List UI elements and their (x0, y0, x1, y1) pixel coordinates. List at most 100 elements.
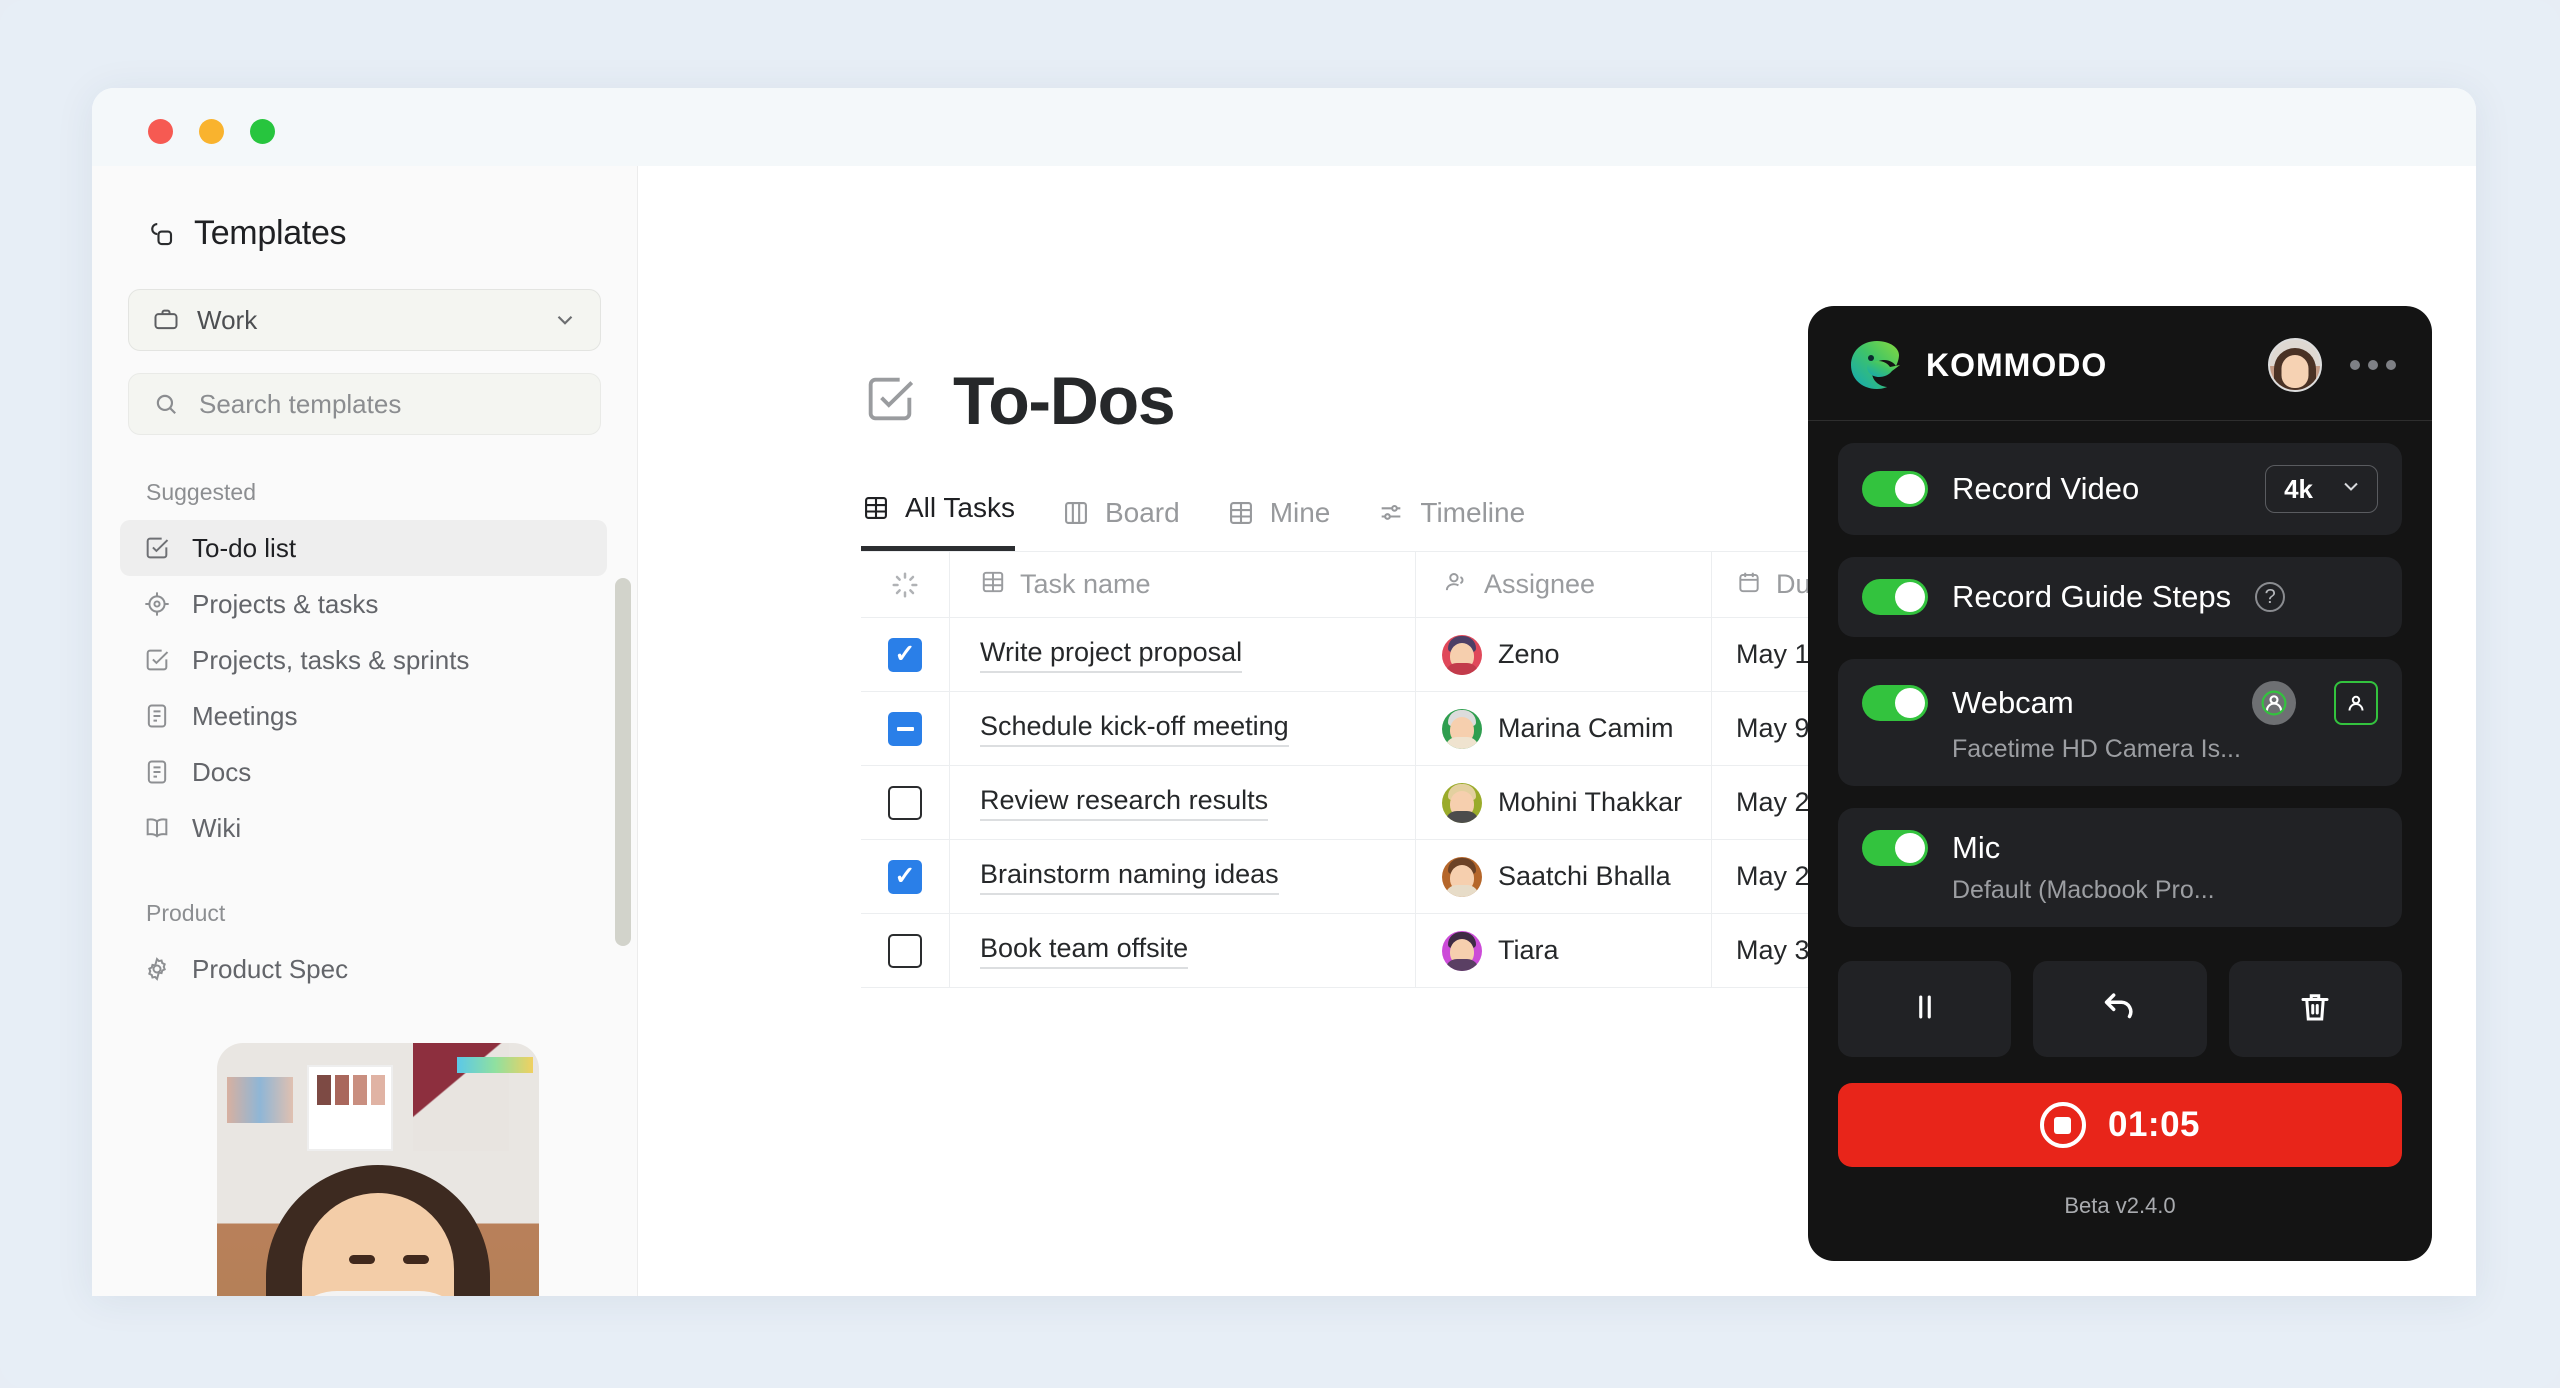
sidebar-item-product-spec[interactable]: Product Spec (120, 941, 607, 997)
table-row[interactable]: ✓ Write project proposal Zeno May 15, 20… (861, 618, 1957, 692)
tab-timeline[interactable]: Timeline (1376, 497, 1525, 551)
delete-button[interactable] (2228, 961, 2402, 1057)
user-avatar[interactable] (2268, 338, 2322, 392)
briefcase-icon (151, 305, 181, 335)
row-checkbox-cell[interactable] (861, 785, 949, 820)
close-window-button[interactable] (148, 119, 173, 144)
task-name: Schedule kick-off meeting (980, 711, 1289, 747)
task-name-cell[interactable]: Review research results (949, 766, 1415, 839)
gear-icon (142, 954, 172, 984)
page-header: To-Dos (639, 166, 2476, 440)
checkbox-check-icon (142, 645, 172, 675)
document-icon (142, 757, 172, 787)
video-quality-select[interactable]: 4k (2265, 465, 2378, 513)
avatar (1442, 708, 1482, 749)
tab-label: Mine (1269, 497, 1331, 528)
avatar (1442, 930, 1482, 971)
templates-copy-icon (146, 219, 176, 249)
sidebar-item-projects-tasks[interactable]: Projects & tasks (120, 576, 607, 632)
question-mark-icon[interactable]: ? (2255, 582, 2286, 612)
row-checkbox-cell[interactable] (861, 933, 949, 968)
task-checkbox[interactable]: ✓ (888, 637, 922, 672)
header-divider (1808, 420, 2432, 421)
circle-webcam-shape-icon[interactable] (2252, 681, 2296, 725)
sidebar-item-docs[interactable]: Docs (120, 744, 607, 800)
assignee-name: Marina Camim (1498, 713, 1674, 743)
task-checkbox[interactable] (888, 711, 922, 746)
columns-icon (1061, 498, 1091, 528)
task-name: Review research results (980, 785, 1269, 821)
tab-all-tasks[interactable]: All Tasks (861, 492, 1015, 551)
tab-board[interactable]: Board (1061, 497, 1180, 551)
row-checkbox-cell[interactable] (861, 711, 949, 746)
table-row[interactable]: ✓ Brainstorm naming ideas Saatchi Bhalla… (861, 840, 1957, 914)
assignee-cell[interactable]: Mohini Thakkar (1415, 766, 1711, 839)
person-icon (1442, 569, 1468, 600)
workspace-label: Work (197, 304, 258, 335)
grid-icon (861, 493, 891, 523)
mic-device-name: Default (Macbook Pro... (1952, 876, 2215, 904)
page-title: Templates (194, 214, 347, 252)
record-guide-steps-toggle[interactable] (1862, 579, 1928, 615)
assignee-cell[interactable]: Marina Camim (1415, 692, 1711, 765)
column-header-task-name[interactable]: Task name (949, 552, 1415, 617)
row-checkbox-cell[interactable]: ✓ (861, 859, 949, 894)
minimize-window-button[interactable] (199, 119, 224, 144)
stop-record-icon (2039, 1102, 2086, 1148)
mic-toggle[interactable] (1862, 830, 1928, 866)
task-name-cell[interactable]: Schedule kick-off meeting (949, 692, 1415, 765)
grid-icon (1226, 498, 1256, 528)
checkbox-check-icon (142, 533, 172, 563)
sidebar-item-label: Wiki (192, 812, 242, 843)
chevron-down-icon[interactable] (550, 305, 580, 335)
undo-arrow-icon (2101, 988, 2139, 1031)
stop-recording-button[interactable]: 01:05 (1838, 1083, 2402, 1167)
more-horizontal-icon[interactable] (2350, 360, 2396, 370)
record-video-toggle[interactable] (1862, 471, 1928, 507)
search-input[interactable] (199, 388, 578, 420)
table-row[interactable]: Schedule kick-off meeting Marina Camim M… (861, 692, 1957, 766)
avatar (1442, 782, 1482, 823)
traffic-lights (148, 119, 275, 144)
restart-button[interactable] (2033, 961, 2207, 1057)
avatar (1442, 634, 1482, 675)
task-checkbox[interactable] (888, 933, 922, 968)
sidebar-section-label-product: Product (146, 900, 226, 926)
avatar (1442, 856, 1482, 897)
tab-mine[interactable]: Mine (1226, 497, 1331, 551)
task-name-cell[interactable]: Book team offsite (949, 914, 1415, 987)
kommodo-brand-label: KOMMODO (1926, 346, 2108, 383)
task-checkbox[interactable] (888, 785, 922, 820)
main-page-title: To-Dos (953, 363, 1176, 439)
pause-button[interactable] (1838, 961, 2012, 1057)
task-name: Brainstorm naming ideas (980, 859, 1279, 895)
webcam-toggle[interactable] (1862, 685, 1928, 721)
webcam-overlay-preview[interactable] (217, 1043, 539, 1296)
square-webcam-shape-icon[interactable] (2334, 681, 2378, 725)
kommodo-header: KOMMODO (1808, 306, 2432, 392)
task-name-cell[interactable]: Write project proposal (949, 618, 1415, 691)
table-row[interactable]: Book team offsite Tiara May 31, 2023 (861, 914, 1957, 988)
assignee-cell[interactable]: Saatchi Bhalla (1415, 840, 1711, 913)
window-titlebar (92, 88, 2476, 166)
sidebar-item-projects-tasks-sprints[interactable]: Projects, tasks & sprints (120, 632, 607, 688)
task-name-cell[interactable]: Brainstorm naming ideas (949, 840, 1415, 913)
search-templates-box[interactable] (128, 373, 601, 435)
zoom-window-button[interactable] (250, 119, 275, 144)
sidebar-item-meetings[interactable]: Meetings (120, 688, 607, 744)
table-row[interactable]: Review research results Mohini Thakkar M… (861, 766, 1957, 840)
workspace-selector[interactable]: Work (128, 289, 601, 351)
sidebar-item-wiki[interactable]: Wiki (120, 800, 607, 856)
sidebar-scrollbar-thumb[interactable] (615, 578, 631, 946)
sidebar-item-to-do-list[interactable]: To-do list (120, 520, 607, 576)
task-checkbox[interactable]: ✓ (888, 859, 922, 894)
assignee-cell[interactable]: Tiara (1415, 914, 1711, 987)
tab-label: All Tasks (905, 492, 1015, 523)
video-quality-value: 4k (2284, 473, 2313, 504)
kommodo-recorder-panel: KOMMODO Record Video 4k (1808, 306, 2432, 1261)
assignee-name: Saatchi Bhalla (1498, 861, 1671, 891)
row-checkbox-cell[interactable]: ✓ (861, 637, 949, 672)
column-header-assignee[interactable]: Assignee (1415, 552, 1711, 617)
assignee-cell[interactable]: Zeno (1415, 618, 1711, 691)
